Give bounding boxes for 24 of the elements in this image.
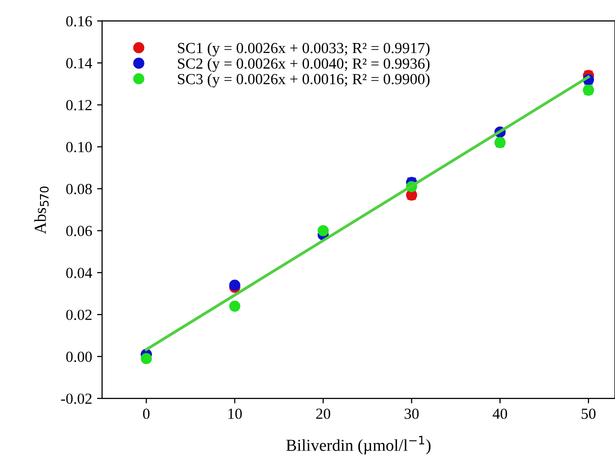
- y-tick-label: 0.10: [66, 142, 92, 152]
- x-tick-label: 40: [492, 408, 508, 419]
- y-tick-label: 0.04: [66, 268, 92, 278]
- x-tick-label: 30: [404, 408, 419, 419]
- x-tick-label: 50: [582, 408, 596, 419]
- y-axis-title: Abs$_{570}$: [34, 186, 49, 234]
- point: [318, 225, 329, 236]
- y-tick-label: 0.00: [66, 352, 92, 362]
- legend-label: SC2 (y = 0.0026x + 0.0040; R² = 0.9936): [178, 58, 430, 72]
- y-tick-label: 0.12: [66, 100, 92, 110]
- x-tick-label: 20: [316, 408, 330, 419]
- y-tick-label: -0.02: [61, 394, 92, 404]
- x-axis-title: Biliverdin (µmol/l$^{−1}$): [286, 436, 431, 454]
- x-tick-label: 10: [228, 408, 242, 419]
- point: [140, 353, 152, 364]
- y-tick-label: 0.16: [66, 16, 92, 26]
- y-tick-label: 0.14: [66, 58, 92, 68]
- legend-label: SC3 (y = 0.0026x + 0.0016; R² = 0.9900): [178, 73, 430, 88]
- y-tick-label: 0.06: [66, 226, 92, 236]
- point: [229, 300, 240, 312]
- x-tick-label: 0: [143, 408, 150, 419]
- y-tick-label: 0.02: [66, 310, 92, 320]
- y-tick-label: 0.08: [66, 184, 92, 194]
- legend-label: SC1 (y = 0.0026x + 0.0033; R² = 0.9917): [178, 42, 430, 56]
